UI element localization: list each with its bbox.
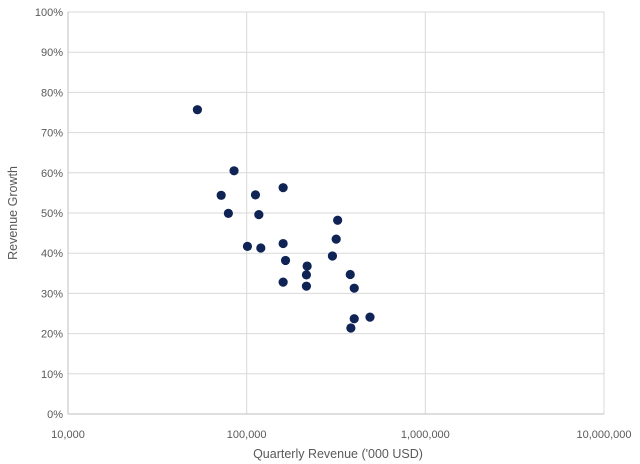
data-point — [216, 190, 226, 200]
data-point — [280, 255, 291, 266]
y-tick-labels: 0% 10% 20% 30% 40% 50% 60% 70% 80% 90% 100% — [35, 7, 63, 421]
axes — [67, 12, 604, 415]
data-point — [278, 183, 288, 193]
data-point — [365, 312, 375, 322]
y-tick-label: 70% — [41, 128, 63, 140]
y-tick-label: 60% — [41, 168, 63, 180]
y-tick-label: 10% — [41, 369, 63, 381]
data-point — [302, 261, 312, 271]
x-tick-labels: 10,000 100,000 1,000,000 10,000,000 — [51, 429, 631, 441]
data-points — [192, 105, 375, 333]
data-point — [254, 210, 264, 220]
y-tick-label: 90% — [41, 47, 63, 59]
x-axis-title: Quarterly Revenue ('000 USD) — [253, 447, 423, 461]
x-tick-label: 1,000,000 — [401, 429, 450, 441]
data-point — [223, 208, 233, 219]
y-tick-label: 30% — [41, 288, 63, 300]
x-tick-label: 100,000 — [227, 429, 267, 441]
y-tick-label: 0% — [47, 409, 63, 421]
x-tick-label: 10,000,000 — [576, 429, 631, 441]
x-tick-label: 10,000 — [51, 429, 85, 441]
data-point — [301, 270, 312, 280]
y-tick-label: 50% — [41, 208, 63, 220]
y-axis-title: Revenue Growth — [6, 166, 20, 260]
data-point — [327, 251, 338, 261]
data-point — [349, 314, 359, 324]
y-tick-label: 20% — [41, 329, 63, 341]
data-point — [301, 281, 312, 291]
data-point — [229, 166, 239, 176]
data-point — [192, 105, 203, 115]
data-point — [349, 283, 359, 293]
y-tick-label: 80% — [41, 87, 63, 99]
data-point — [331, 234, 341, 244]
data-point — [256, 243, 266, 253]
data-point — [242, 241, 253, 251]
data-point — [278, 238, 288, 249]
y-tick-label: 40% — [41, 248, 63, 260]
y-tick-label: 100% — [35, 7, 63, 19]
data-point — [250, 190, 261, 200]
data-point — [333, 215, 343, 225]
gridlines — [68, 11, 605, 414]
data-point — [278, 277, 288, 287]
data-point — [345, 269, 355, 280]
data-point — [346, 323, 356, 333]
